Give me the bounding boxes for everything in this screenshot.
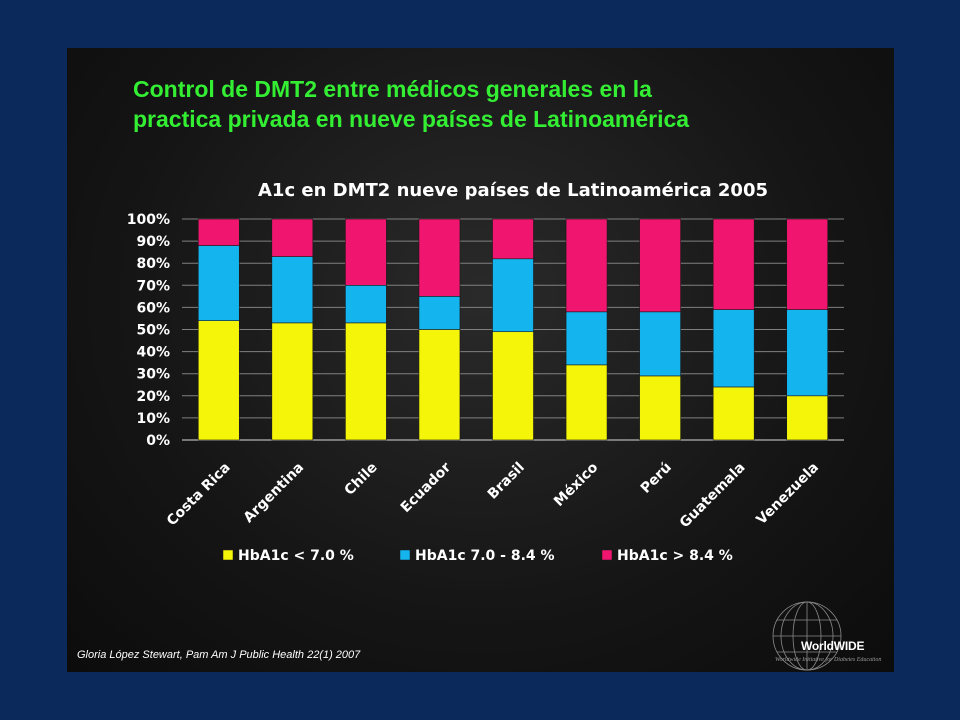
x-tick-label: Ecuador bbox=[398, 459, 455, 516]
headline-line-2: practica privada en nueve países de Lati… bbox=[133, 106, 690, 132]
logo-tagline: Worldwide Initiative for Diabetes Educat… bbox=[775, 657, 882, 663]
bar-segment bbox=[492, 258, 534, 333]
bar-segment bbox=[197, 320, 240, 441]
bar-segment bbox=[271, 218, 314, 257]
bar-segment bbox=[786, 309, 829, 397]
legend-label: HbA1c > 8.4 % bbox=[617, 548, 733, 564]
bar-segment bbox=[639, 311, 681, 377]
bar-segment bbox=[565, 364, 608, 441]
y-tick-label: 30% bbox=[136, 367, 170, 383]
y-tick-label: 40% bbox=[136, 345, 170, 361]
slide: Control de DMT2 entre médicos generales … bbox=[67, 48, 894, 672]
x-tick-label: Perú bbox=[638, 460, 675, 497]
bar-segment bbox=[492, 331, 534, 441]
y-tick-label: 100% bbox=[127, 212, 170, 228]
bar-segment bbox=[565, 218, 608, 313]
bar-segment bbox=[418, 296, 461, 330]
bar-segment bbox=[271, 322, 314, 441]
x-tick-label: Venezuela bbox=[754, 460, 823, 529]
bar-segment bbox=[712, 218, 755, 310]
headline-line-1: Control de DMT2 entre médicos generales … bbox=[133, 76, 652, 102]
y-tick-label: 20% bbox=[136, 389, 170, 405]
bar-segment bbox=[418, 329, 461, 441]
slide-headline: Control de DMT2 entre médicos generales … bbox=[133, 74, 873, 134]
bar-segment bbox=[345, 285, 387, 324]
legend-swatch bbox=[601, 549, 613, 561]
y-tick-label: 50% bbox=[136, 323, 170, 339]
bar-segment bbox=[197, 218, 240, 246]
bar-segment bbox=[197, 245, 240, 321]
legend-swatch bbox=[222, 549, 234, 561]
y-tick-label: 10% bbox=[136, 411, 170, 427]
x-tick-label: Chile bbox=[342, 460, 381, 499]
bar-segment bbox=[271, 256, 314, 324]
chart-title: A1c en DMT2 nueve países de Latinoaméric… bbox=[258, 180, 768, 201]
legend-label: HbA1c < 7.0 % bbox=[238, 548, 354, 564]
bar-segment bbox=[712, 386, 755, 441]
bar-segment bbox=[492, 218, 534, 260]
bar-segment bbox=[639, 375, 681, 441]
legend-swatch bbox=[399, 549, 411, 561]
bar-segment bbox=[639, 218, 681, 313]
bar-segment bbox=[345, 218, 387, 286]
globe-icon bbox=[772, 601, 842, 671]
x-tick-label: Argentina bbox=[241, 460, 308, 527]
legend-label: HbA1c 7.0 - 8.4 % bbox=[415, 548, 555, 564]
y-tick-label: 0% bbox=[146, 433, 170, 449]
bar-segment bbox=[786, 218, 829, 310]
x-tick-label: Brasil bbox=[485, 460, 528, 503]
worldwide-logo: WorldWIDE Worldwide Initiative for Diabe… bbox=[767, 596, 894, 672]
x-tick-label: Guatemala bbox=[677, 460, 749, 532]
bar-segment bbox=[786, 395, 829, 441]
bar-segment bbox=[565, 311, 608, 366]
x-tick-label: México bbox=[551, 459, 602, 510]
citation: Gloria López Stewart, Pam Am J Public He… bbox=[77, 649, 361, 661]
logo-name: WorldWIDE bbox=[801, 639, 865, 653]
x-tick-label: Costa Rica bbox=[164, 460, 234, 530]
bar-segment bbox=[345, 322, 387, 441]
bar-segment bbox=[418, 218, 461, 297]
y-tick-label: 70% bbox=[136, 278, 170, 294]
y-tick-label: 90% bbox=[136, 234, 170, 250]
y-tick-label: 60% bbox=[136, 300, 170, 316]
y-tick-label: 80% bbox=[136, 256, 170, 272]
bar-segment bbox=[712, 309, 755, 388]
chart: A1c en DMT2 nueve países de Latinoaméric… bbox=[127, 180, 844, 564]
